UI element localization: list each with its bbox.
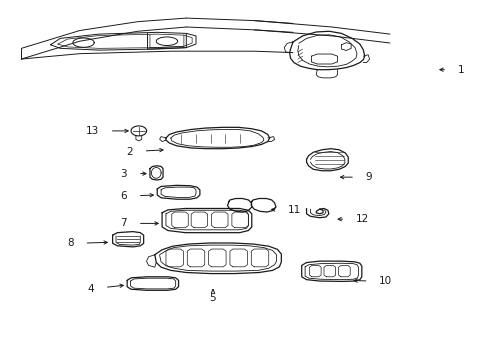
Text: 7: 7 xyxy=(121,219,127,228)
Text: 4: 4 xyxy=(87,284,94,293)
Text: 12: 12 xyxy=(355,214,368,224)
Text: 10: 10 xyxy=(379,276,391,287)
Text: 11: 11 xyxy=(287,205,301,215)
Text: 2: 2 xyxy=(126,147,133,157)
Text: 9: 9 xyxy=(365,172,371,182)
Text: 13: 13 xyxy=(85,126,99,136)
Text: 6: 6 xyxy=(121,191,127,201)
Text: 1: 1 xyxy=(457,65,464,75)
Text: 8: 8 xyxy=(67,238,74,248)
Text: 3: 3 xyxy=(121,168,127,179)
Text: 5: 5 xyxy=(209,293,216,303)
